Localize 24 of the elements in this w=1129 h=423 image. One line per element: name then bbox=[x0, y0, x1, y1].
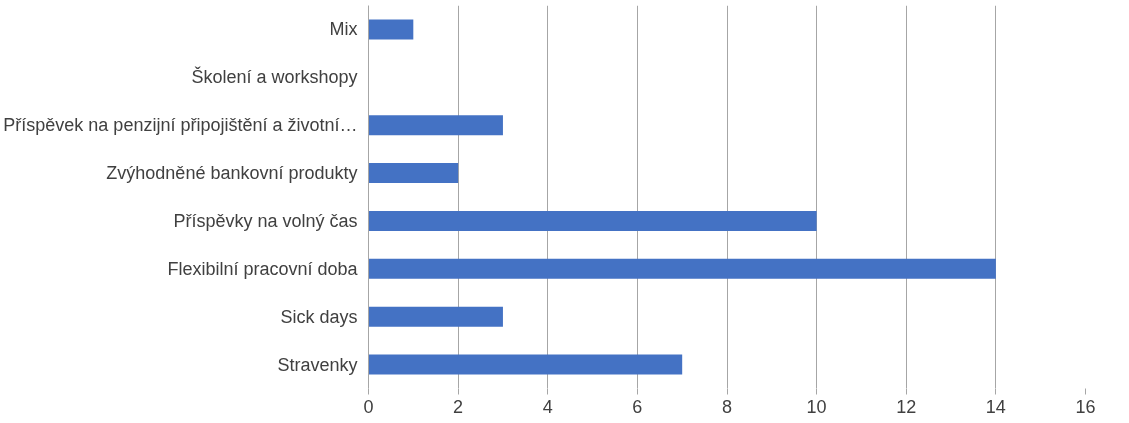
bar bbox=[368, 163, 459, 184]
x-tick-label: 2 bbox=[453, 396, 464, 417]
x-tick-label: 12 bbox=[896, 396, 917, 417]
bar bbox=[368, 210, 817, 231]
x-tick-label: 16 bbox=[1075, 396, 1096, 417]
y-tick-label: Stravenky bbox=[277, 354, 358, 375]
x-tick-label: 6 bbox=[632, 396, 643, 417]
bar bbox=[368, 115, 503, 136]
y-tick-label: Školení a workshopy bbox=[191, 66, 358, 88]
x-tick-label: 14 bbox=[985, 396, 1006, 417]
bar bbox=[368, 354, 683, 375]
y-tick-label: Zvýhodněné bankovní produkty bbox=[106, 163, 358, 184]
y-tick-label: Mix bbox=[329, 19, 358, 40]
y-tick-label: Flexibilní pracovní doba bbox=[167, 258, 359, 279]
x-tick-label: 8 bbox=[721, 396, 733, 417]
bar bbox=[368, 19, 414, 40]
bar bbox=[368, 258, 996, 279]
bar bbox=[368, 306, 503, 327]
y-tick-label: Příspěvek na penzijní připojištění a životní… bbox=[3, 115, 358, 136]
y-tick-label: Příspěvky na volný čas bbox=[173, 210, 358, 231]
x-tick-label: 4 bbox=[542, 396, 553, 417]
y-tick-label: Sick days bbox=[280, 306, 358, 327]
x-tick-label: 10 bbox=[806, 396, 827, 417]
x-tick-label: 0 bbox=[363, 396, 374, 417]
